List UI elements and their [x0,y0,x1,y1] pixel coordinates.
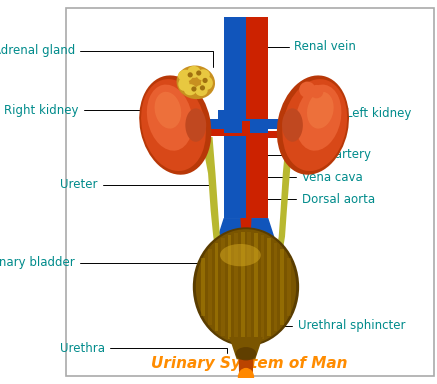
Polygon shape [221,238,225,336]
Polygon shape [228,235,232,339]
Ellipse shape [200,85,205,91]
Text: Urethral sphincter: Urethral sphincter [257,319,406,333]
Polygon shape [241,232,245,341]
Ellipse shape [155,92,181,129]
Ellipse shape [310,85,323,98]
Ellipse shape [282,79,347,171]
Ellipse shape [187,66,201,78]
Text: Vena cava: Vena cava [264,170,363,185]
Polygon shape [218,252,250,300]
Polygon shape [280,249,284,325]
Polygon shape [212,252,252,270]
Polygon shape [243,252,279,270]
Ellipse shape [185,108,206,142]
Text: Urinary System of Man: Urinary System of Man [152,356,348,371]
Ellipse shape [282,108,303,142]
Polygon shape [287,258,291,316]
Ellipse shape [177,66,215,99]
Ellipse shape [178,78,190,91]
Ellipse shape [178,70,193,81]
Text: Renal vein: Renal vein [261,40,356,55]
Polygon shape [271,138,293,274]
Polygon shape [254,233,258,341]
Ellipse shape [196,70,201,76]
Polygon shape [201,258,205,316]
Ellipse shape [195,85,208,96]
Ellipse shape [141,79,206,171]
Polygon shape [203,129,246,136]
Text: Ureter: Ureter [60,178,212,191]
Polygon shape [229,337,263,359]
Polygon shape [242,121,250,134]
Text: Right kidney: Right kidney [4,104,172,122]
Text: Left kidney: Left kidney [309,108,412,122]
Ellipse shape [193,227,299,346]
Ellipse shape [201,76,213,90]
Polygon shape [252,255,287,274]
Polygon shape [260,235,264,339]
Polygon shape [239,358,253,380]
Ellipse shape [299,81,316,98]
Polygon shape [218,110,246,136]
Ellipse shape [238,368,254,384]
Polygon shape [240,218,252,259]
Ellipse shape [197,69,210,80]
Ellipse shape [147,84,193,151]
Ellipse shape [196,229,296,344]
Polygon shape [246,17,268,218]
Ellipse shape [191,86,197,92]
Polygon shape [234,233,238,341]
Text: Urinary bladder: Urinary bladder [0,256,198,271]
Polygon shape [274,243,277,331]
Polygon shape [267,238,271,336]
Ellipse shape [277,75,349,175]
Ellipse shape [184,84,197,95]
Polygon shape [246,119,294,129]
Ellipse shape [220,244,261,266]
Text: Dorsal aorta: Dorsal aorta [264,193,375,206]
Polygon shape [201,137,227,274]
Polygon shape [203,119,224,129]
Polygon shape [224,17,246,218]
Text: Urethra: Urethra [60,342,227,355]
Polygon shape [208,249,212,325]
Ellipse shape [202,78,208,83]
Ellipse shape [307,92,333,129]
Ellipse shape [236,347,257,361]
Polygon shape [207,218,246,270]
Ellipse shape [295,84,341,151]
Polygon shape [247,232,251,341]
Text: Renal artery: Renal artery [264,148,371,163]
Polygon shape [205,255,240,274]
Polygon shape [243,252,274,300]
Polygon shape [215,243,218,331]
Polygon shape [246,218,285,270]
Polygon shape [268,131,294,138]
Text: Adrenal gland: Adrenal gland [0,44,212,66]
Ellipse shape [187,72,193,78]
Polygon shape [224,123,268,132]
Ellipse shape [139,75,212,175]
